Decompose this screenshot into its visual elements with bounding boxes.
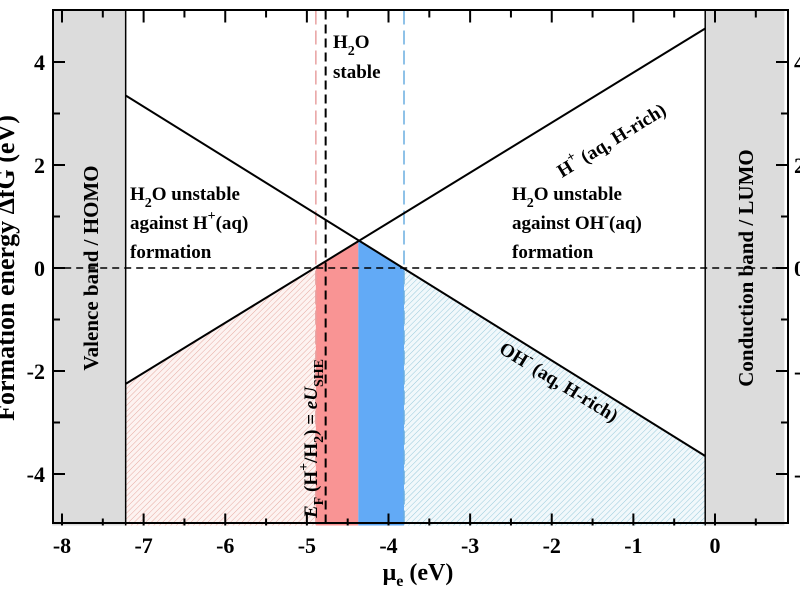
hplus-line	[125, 27, 706, 385]
left-unstable-line1: H2O unstable	[130, 184, 240, 211]
y-tick-label-right: 2	[794, 153, 800, 178]
x-tick-label: -6	[216, 533, 234, 558]
conduction-band-label: Conduction band / LUMO	[734, 149, 758, 386]
x-tick-label: -7	[134, 533, 152, 558]
x-tick-label: 0	[710, 533, 721, 558]
left-unstable-line2: against H+(aq)	[130, 209, 248, 234]
x-tick-label: -2	[543, 533, 561, 558]
x-tick-label: -8	[53, 533, 71, 558]
right-unstable-line2: against OH-(aq)	[512, 209, 642, 234]
h2o-stable-label-line1: H2O	[333, 32, 370, 59]
y-tick-label-right: -2	[794, 359, 800, 384]
y-tick-label-right: 4	[794, 50, 800, 75]
ohminus-line	[125, 94, 706, 457]
y-tick-label: 2	[34, 153, 45, 178]
right-unstable-line3: formation	[512, 242, 594, 263]
y-tick-label-right: -4	[794, 462, 800, 487]
plot-frame	[52, 9, 789, 524]
x-tick-label: -5	[298, 533, 316, 558]
right-unstable-line1: H2O unstable	[512, 184, 622, 211]
hplus-line-label: H+ (aq, H-rich)	[552, 96, 670, 182]
ef-she-label: EF (H+/H2) = eUSHE	[297, 359, 327, 519]
x-tick-label: -1	[624, 533, 642, 558]
x-tick-label: -3	[461, 533, 479, 558]
y-tick-label: -2	[27, 359, 45, 384]
left-unstable-line3: formation	[130, 242, 212, 263]
x-tick-label: -4	[379, 533, 397, 558]
y-axis-label: Formation energy ΔfG (eV)	[0, 115, 20, 421]
x-axis-label: μe (eV)	[383, 560, 454, 590]
pink-hatch-region	[125, 267, 316, 526]
blue-hatch-region	[404, 268, 706, 526]
y-tick-label: -4	[27, 462, 45, 487]
y-tick-label: 4	[34, 50, 45, 75]
valence-band-label: Valence band / HOMO	[79, 165, 103, 370]
h2o-stable-label-line2: stable	[333, 62, 381, 83]
y-tick-label-right: 0	[794, 256, 800, 281]
blue-fill-region	[358, 240, 405, 526]
y-tick-label: 0	[34, 256, 45, 281]
